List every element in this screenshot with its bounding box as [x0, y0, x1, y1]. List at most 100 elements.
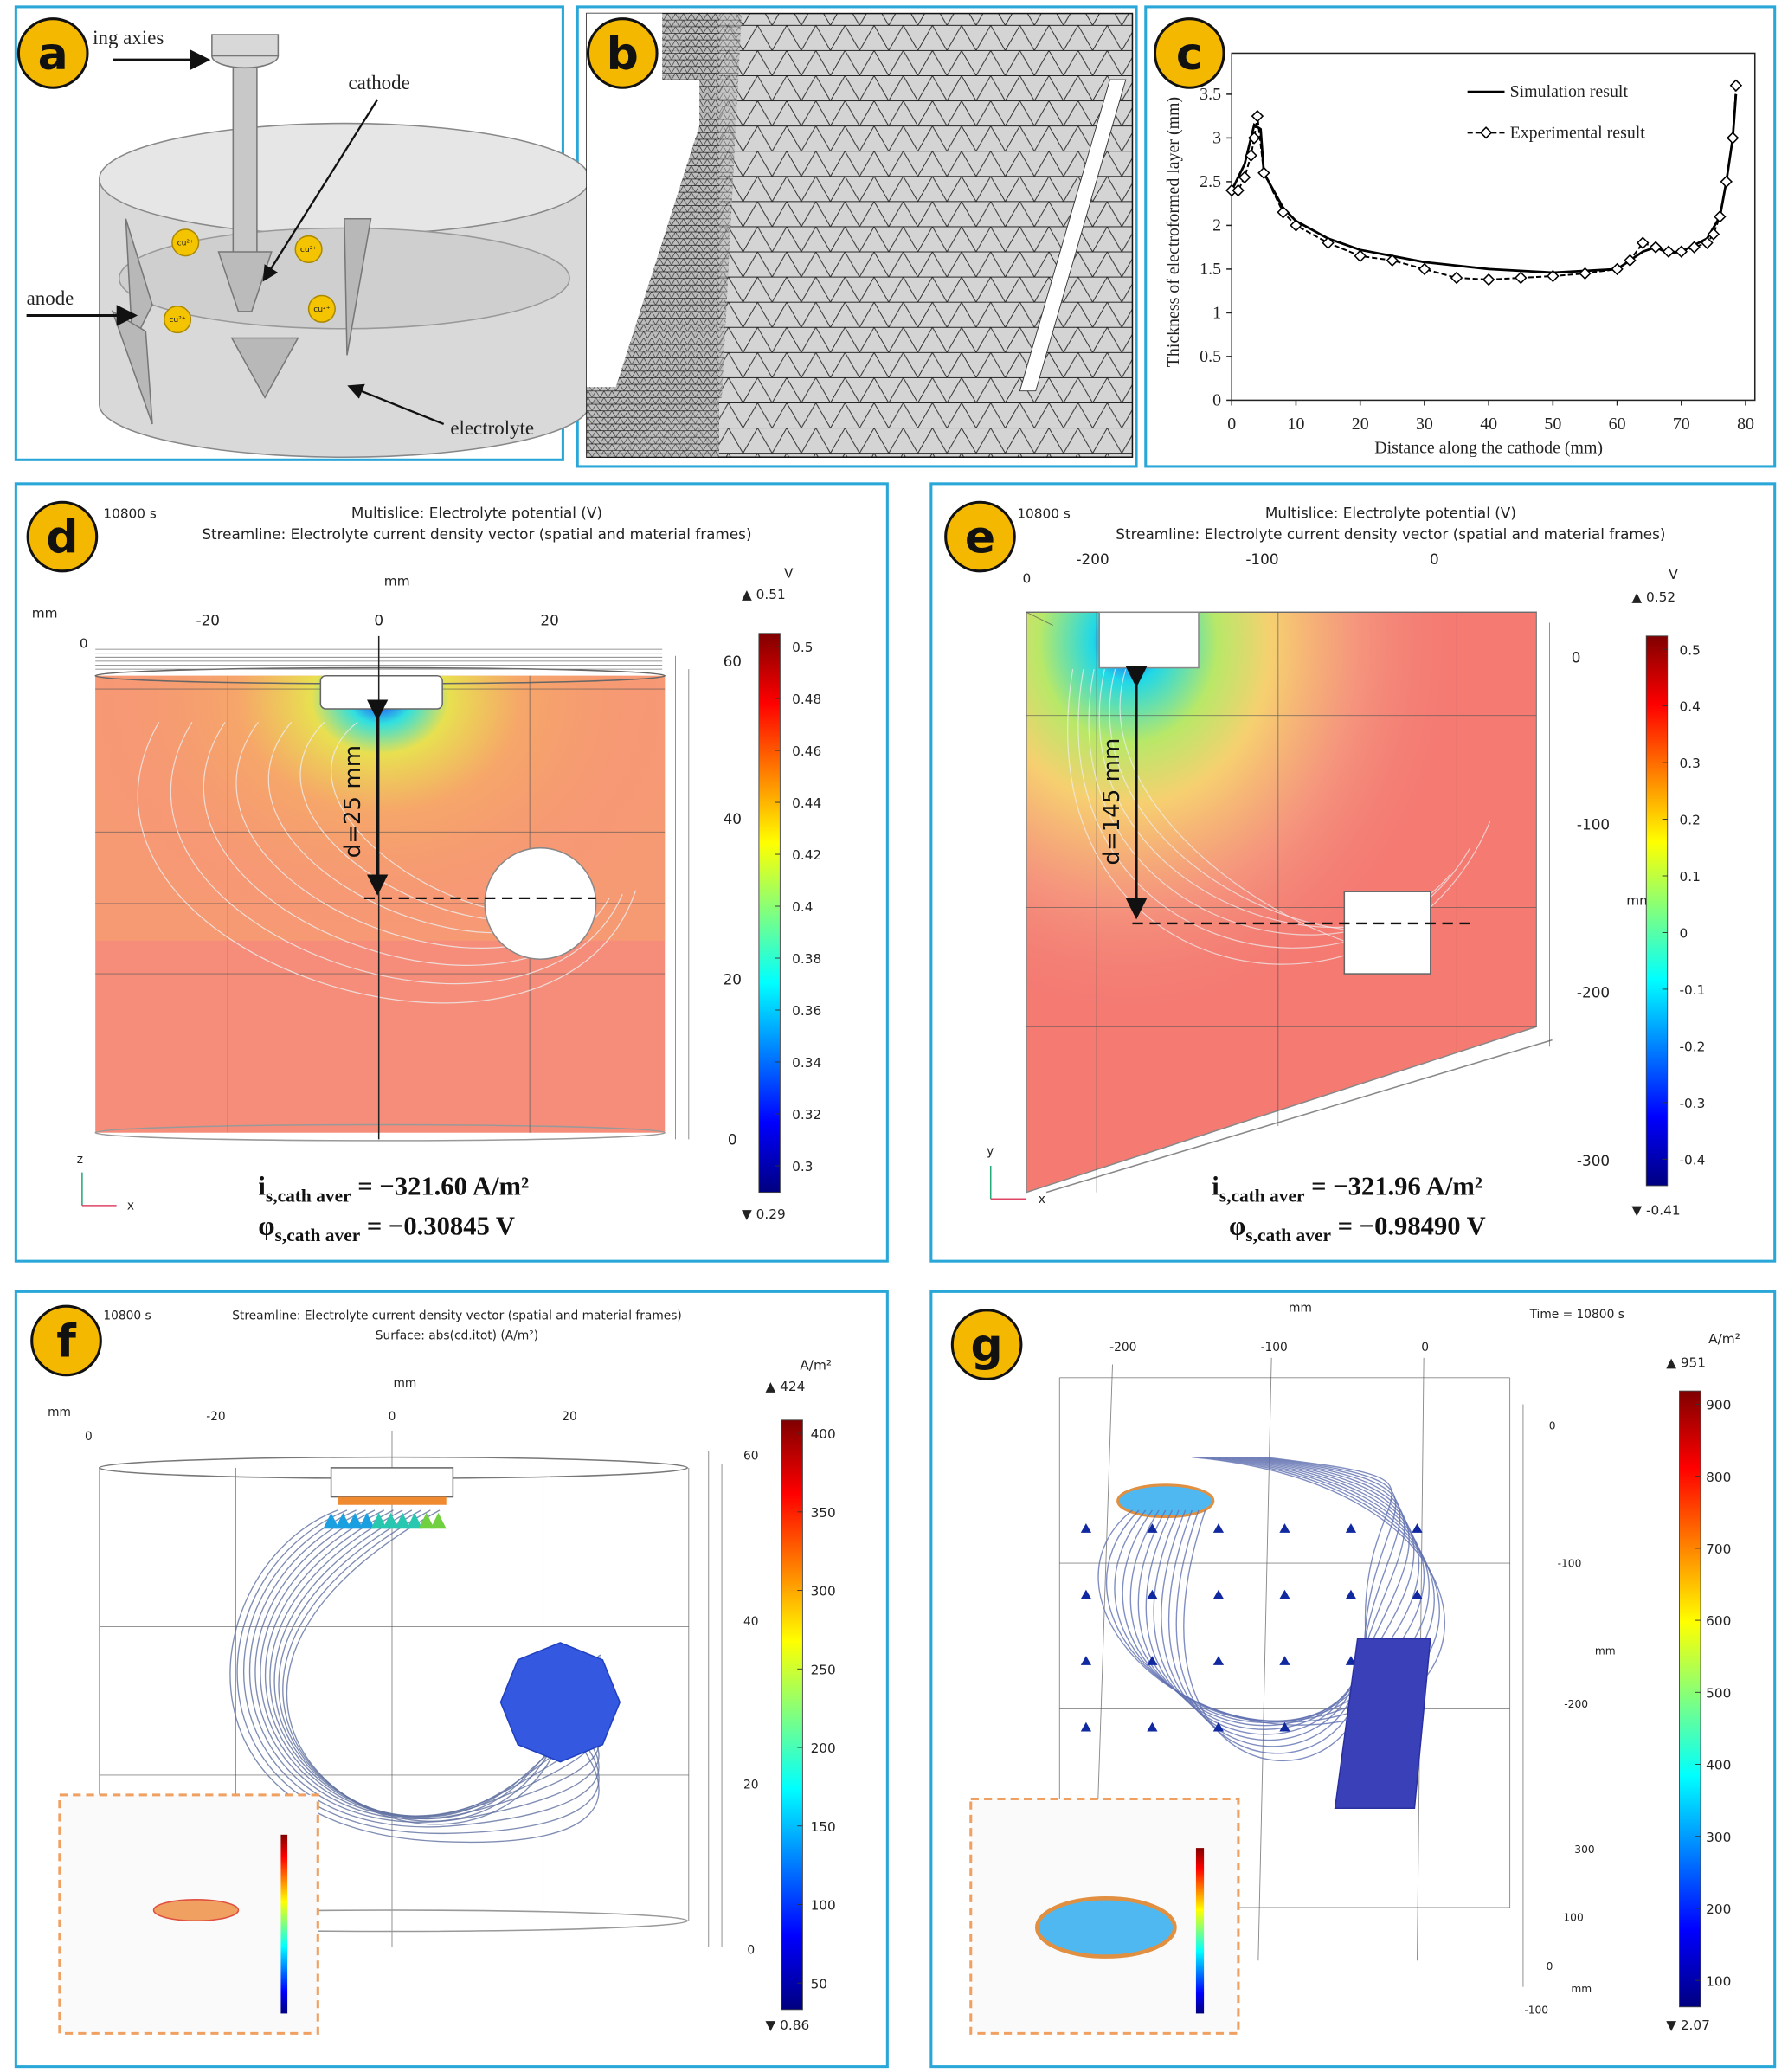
y-tick-label: 3 [1212, 129, 1221, 148]
streamline-arrow [1279, 1721, 1290, 1732]
data-point [1624, 254, 1637, 267]
colorbar-min: ▼ 2.07 [1666, 2017, 1710, 2033]
colorbar-unit: V [784, 565, 794, 581]
data-point [1450, 271, 1463, 285]
x-tick-label: 80 [1737, 415, 1754, 434]
axis-tick-label: 20 [743, 1778, 759, 1792]
label: 0 [85, 1430, 93, 1444]
streamline-arrow [406, 1512, 423, 1529]
cylinder-top [99, 122, 590, 235]
cathode [1116, 1483, 1215, 1519]
colorbar-max: ▲ 951 [1666, 1355, 1706, 1371]
streamline-arrow [430, 1512, 447, 1529]
subscript: s,cath aver [1245, 1225, 1331, 1245]
colorbar-max: ▲ 424 [766, 1379, 806, 1394]
ion-label: cu²⁺ [313, 305, 331, 314]
colorbar-unit: A/m² [1708, 1331, 1740, 1347]
anode-sphere [499, 1642, 621, 1763]
streamline-arrow [1147, 1523, 1158, 1533]
inset-colorbar [280, 1834, 288, 2014]
axis-tick-label: -100 [1577, 815, 1610, 833]
y-tick-label: 3.5 [1200, 85, 1221, 104]
streamline-arrow [1345, 1589, 1357, 1599]
colorbar-tick-label: 0.36 [792, 1003, 821, 1019]
axis-tick-label: 0 [374, 612, 383, 629]
rotating-shaft [232, 55, 258, 255]
y-tick-label: 1.5 [1200, 260, 1221, 279]
x-tick-label: 10 [1288, 415, 1305, 434]
axis-tick-label: 20 [540, 612, 558, 629]
colorbar-tick-label: -0.1 [1680, 982, 1706, 998]
streamline-arrow [1147, 1589, 1158, 1599]
label: 10800 s [103, 506, 157, 522]
panel-badge [30, 1304, 102, 1377]
cathode-region [586, 13, 700, 388]
plot-title: Surface: abs(cd.itot) (A/m²) [376, 1329, 538, 1342]
axis-tick-label: -100 [1245, 550, 1278, 568]
colorbar [1645, 635, 1669, 1187]
data-point [1418, 262, 1431, 276]
data-point [1386, 254, 1399, 267]
label: mm [394, 1377, 417, 1391]
colorbar-tick-label: 0.32 [792, 1107, 821, 1123]
axis-tick-label: 60 [743, 1450, 759, 1464]
potential-gradient [1026, 612, 1537, 1193]
subscript: s,cath aver [275, 1225, 361, 1245]
inset-colorbar [1195, 1848, 1205, 2014]
data-point [1248, 132, 1261, 145]
colorbar-tick-label: 300 [1706, 1830, 1731, 1845]
colorbar-tick-label: 100 [811, 1898, 836, 1914]
label: mm [384, 574, 410, 589]
streamline-arrow [1212, 1721, 1225, 1732]
label: 0 [1022, 571, 1031, 587]
label: ing axies [93, 27, 164, 48]
axis-tick-label: 20 [724, 970, 742, 988]
ion-label: cu²⁺ [300, 245, 318, 254]
axis-tick-label: mm [1571, 1983, 1592, 1995]
plot-frame [1231, 52, 1756, 402]
inset-cathode [152, 1899, 240, 1922]
data-point [1662, 245, 1675, 258]
panel-badge [944, 500, 1016, 573]
panel-badge [16, 17, 89, 89]
x-tick-label: 70 [1673, 415, 1690, 434]
streamline-arrow [1279, 1523, 1290, 1533]
colorbar-tick-label: 400 [1706, 1758, 1731, 1773]
axis-tick-label: -100 [1524, 2004, 1548, 2016]
colorbar-max: ▲ 0.52 [1631, 589, 1675, 605]
colorbar-tick-label: 350 [811, 1505, 836, 1521]
streamline [137, 721, 637, 1004]
colorbar [758, 633, 781, 1194]
streamline-arrow [1212, 1656, 1225, 1665]
cathode-surface [338, 1496, 447, 1505]
symbol: i [258, 1172, 266, 1201]
colorbar-tick-label: 0.2 [1680, 813, 1701, 828]
streamline-arrow [1080, 1523, 1092, 1533]
streamline-arrow [1412, 1523, 1423, 1533]
ion [171, 228, 200, 257]
symbol: φ [258, 1212, 274, 1241]
data-point [1579, 267, 1592, 280]
axis-tick-label: -20 [196, 612, 221, 629]
axis-tick-label: 0 [1549, 1420, 1556, 1432]
legend-marker [1479, 126, 1493, 139]
streamline-arrow [346, 1512, 363, 1529]
data-point [1515, 271, 1528, 285]
data-point [1637, 236, 1650, 249]
equation: is,cath aver = −321.60 A/m² [258, 1172, 529, 1207]
data-point [1245, 149, 1257, 162]
data-point [1675, 245, 1688, 258]
axis-tick-label: -100 [1261, 1341, 1288, 1355]
axis-tick-label: -20 [206, 1410, 225, 1424]
panel-label: b [607, 29, 639, 80]
colorbar-tick-label: 0.1 [1680, 869, 1701, 885]
equation: φs,cath aver = −0.30845 V [258, 1212, 515, 1246]
symbol: φ [1229, 1212, 1245, 1241]
colorbar-tick-label: 200 [1706, 1901, 1731, 1917]
data-point [1701, 236, 1714, 249]
plot-title: Multislice: Electrolyte potential (V) [1265, 505, 1516, 522]
label: electrolyte [450, 417, 534, 439]
colorbar-tick-label: 0.4 [1680, 699, 1701, 715]
colorbar-max: ▲ 0.51 [742, 587, 786, 602]
colorbar-tick-label: 700 [1706, 1541, 1731, 1557]
